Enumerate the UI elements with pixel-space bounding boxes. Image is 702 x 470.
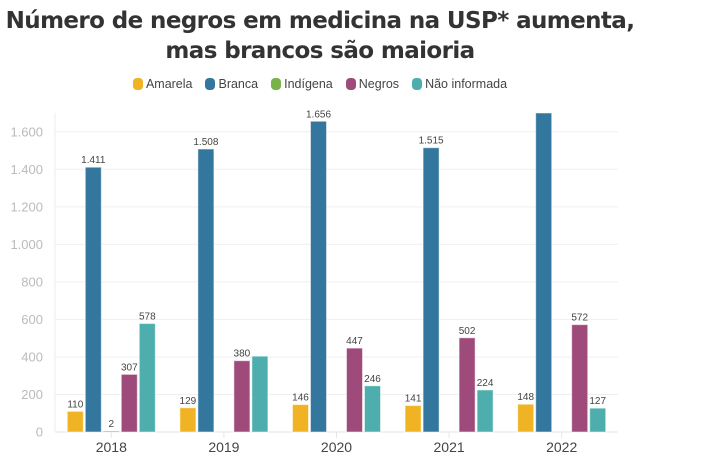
data-label: 129: [180, 396, 197, 407]
data-label: 141: [405, 394, 422, 405]
data-label: 578: [139, 312, 156, 323]
bar-ind-gena-2018[interactable]: [102, 430, 120, 433]
bar-n-o-informada-2022[interactable]: [589, 407, 607, 433]
legend-item-negros[interactable]: Negros: [345, 77, 400, 91]
legend-swatch-icon: [132, 78, 143, 90]
legend-label: Indígena: [284, 77, 333, 91]
bar-n-o-informada-2018[interactable]: [138, 323, 156, 433]
data-label: 1.411: [81, 155, 106, 166]
legend: Amarela Branca Indígena Negros Não informada: [0, 77, 640, 91]
y-tick-label: 0: [36, 425, 43, 440]
legend-label: Amarela: [145, 77, 193, 91]
x-tick-label: 2022: [546, 439, 577, 455]
y-tick-label: 1.200: [10, 199, 43, 214]
bar-branca-2020[interactable]: [310, 120, 327, 433]
bar-amarela-2020[interactable]: [292, 404, 309, 433]
chart-title-line-2: mas brancos são maioria: [165, 38, 475, 64]
legend-label: Não informada: [425, 77, 508, 91]
data-label: 1.656: [306, 109, 331, 120]
bar-amarela-2018[interactable]: [66, 410, 84, 433]
bar-branca-2022[interactable]: [535, 112, 553, 433]
data-label: 307: [121, 362, 138, 373]
bar-negros-2019[interactable]: [233, 360, 251, 433]
y-tick-label: 600: [21, 312, 43, 327]
x-tick-label: 2019: [208, 439, 239, 455]
data-label: 1.515: [419, 136, 444, 147]
data-label: 246: [364, 374, 381, 385]
legend-item-branca[interactable]: Branca: [205, 77, 258, 91]
bar-branca-2018[interactable]: [84, 166, 102, 433]
bar-amarela-2019[interactable]: [179, 407, 197, 433]
y-tick-label: 800: [21, 274, 43, 289]
legend-swatch-icon: [345, 78, 356, 90]
chart-title-line-1: Número de negros em medicina na USP* aum…: [5, 8, 635, 34]
y-axis: 0 200 400 600 800 1.000 1.200 1.400 1.600: [10, 113, 56, 440]
x-tick-label: 2018: [96, 439, 127, 455]
y-tick-label: 1.400: [10, 162, 43, 177]
bar-negros-2022[interactable]: [571, 324, 589, 433]
bar-branca-2021[interactable]: [422, 147, 440, 433]
legend-swatch-icon: [205, 78, 216, 90]
data-label: 1.508: [193, 137, 218, 148]
data-label: 2: [109, 419, 115, 430]
bar-n-o-informada-2021[interactable]: [476, 389, 494, 433]
legend-label: Negros: [358, 77, 400, 91]
bars: [66, 112, 607, 433]
bar-branca-2019[interactable]: [197, 148, 215, 433]
data-label: 127: [589, 396, 606, 407]
legend-swatch-icon: [271, 78, 282, 90]
bar-amarela-2022[interactable]: [517, 403, 535, 433]
data-label: 502: [459, 326, 476, 337]
y-tick-label: 1.000: [10, 237, 43, 252]
bar-negros-2021[interactable]: [458, 337, 476, 433]
data-label: 572: [571, 313, 588, 324]
legend-item-amarela[interactable]: Amarela: [132, 77, 193, 91]
x-tick-label: 2020: [321, 439, 352, 455]
data-label: 447: [346, 336, 363, 347]
bar-n-o-informada-2020[interactable]: [364, 385, 381, 433]
y-tick-label: 200: [21, 387, 43, 402]
data-label: 380: [234, 349, 251, 360]
legend-label: Branca: [218, 77, 259, 91]
data-label: 110: [67, 399, 83, 410]
legend-item-n-o-informada[interactable]: Não informada: [412, 77, 507, 91]
bar-amarela-2021[interactable]: [404, 405, 422, 433]
x-axis: 2018 2019 2020 2021 2022: [96, 432, 577, 455]
legend-item-ind-gena[interactable]: Indígena: [271, 77, 333, 91]
data-label: 148: [517, 392, 534, 403]
x-tick-label: 2021: [434, 439, 465, 455]
data-label: 146: [292, 393, 309, 404]
y-tick-label: 400: [21, 349, 43, 364]
bar-negros-2020[interactable]: [346, 347, 363, 433]
y-tick-label: 1.600: [10, 124, 43, 139]
legend-swatch-icon: [412, 78, 423, 90]
bar-n-o-informada-2019[interactable]: [251, 355, 269, 433]
chart-title: Número de negros em medicina na USP* aum…: [0, 6, 640, 66]
data-label: 224: [477, 378, 494, 389]
bar-negros-2018[interactable]: [120, 373, 138, 433]
data-labels: 110 1.411 2 307 578 129 1.508 380 146 1.656 447 246…: [67, 109, 606, 430]
